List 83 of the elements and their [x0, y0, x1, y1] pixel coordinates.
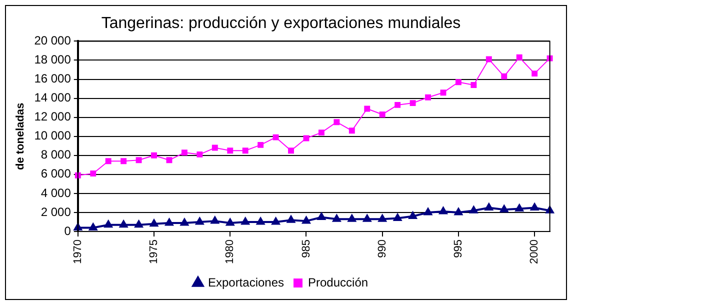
point [241, 218, 250, 225]
point [470, 82, 477, 88]
legend-label: Exportaciones [208, 275, 284, 290]
point [242, 148, 248, 154]
point [439, 207, 448, 214]
point [286, 216, 296, 223]
point [272, 134, 279, 140]
point [440, 90, 446, 96]
y-tick-label: 20 000 [34, 34, 72, 48]
point [348, 214, 356, 222]
x-tick-label: 1970 [72, 240, 84, 264]
y-tick-label: 4 000 [40, 186, 72, 200]
point [394, 102, 401, 108]
point [151, 152, 157, 158]
point [532, 70, 538, 77]
point [363, 214, 372, 222]
point [378, 214, 386, 222]
point [515, 204, 524, 212]
y-tick-label: 8 000 [40, 148, 72, 162]
point [196, 218, 204, 225]
point [166, 157, 172, 164]
x-tick-label: 1980 [224, 240, 236, 264]
point [546, 206, 554, 214]
y-tick-label: 6 000 [40, 166, 72, 181]
point [181, 150, 188, 156]
point [332, 214, 341, 222]
point [288, 148, 294, 154]
point [379, 112, 386, 118]
point [455, 79, 462, 86]
point [317, 212, 326, 220]
point [210, 216, 219, 224]
point [364, 106, 370, 112]
point [516, 54, 522, 60]
point [90, 170, 96, 176]
x-tick-label: 985 [300, 240, 312, 258]
point [256, 218, 265, 225]
point [318, 130, 324, 136]
point [302, 216, 310, 224]
y-tick-label: 18 000 [34, 52, 72, 67]
point [500, 205, 508, 212]
point [165, 218, 174, 226]
point [258, 142, 264, 148]
y-tick-label: 2 000 [40, 204, 72, 219]
point [454, 208, 462, 216]
point [410, 100, 416, 106]
y-tick-label: 0 [64, 224, 72, 238]
point [74, 223, 82, 230]
point [212, 144, 218, 151]
point [425, 94, 431, 100]
x-tick-label: 990 [376, 240, 388, 258]
point [134, 220, 143, 228]
point [180, 218, 188, 226]
point [136, 157, 142, 164]
point [120, 220, 128, 228]
y-tick-label: 16 000 [34, 72, 72, 86]
point [227, 148, 234, 154]
point [408, 212, 417, 220]
chart-title: Tangerinas: producción y exportaciones mundiales [101, 15, 461, 32]
point [486, 56, 492, 62]
point [394, 214, 402, 221]
y-tick-label: 10 000 [34, 128, 72, 143]
legend-label: Producción [308, 275, 368, 290]
point [104, 220, 112, 228]
point [120, 158, 127, 164]
x-tick-label: 1975 [148, 240, 160, 264]
point [89, 223, 98, 230]
x-tick-label: 2000 [528, 240, 541, 264]
point [226, 218, 234, 226]
point [530, 203, 539, 210]
point [348, 128, 355, 134]
point [196, 151, 203, 158]
point [272, 218, 280, 225]
point [501, 73, 508, 80]
point [424, 208, 432, 216]
y-tick-label: 14 000 [34, 90, 72, 105]
point [150, 219, 158, 227]
point [105, 158, 112, 164]
point [470, 206, 478, 214]
point [484, 203, 493, 210]
point [334, 119, 340, 126]
y-axis-title: de toneladas [14, 102, 27, 170]
y-tick-label: 12 000 [34, 110, 72, 124]
x-tick-label: 995 [452, 240, 464, 258]
